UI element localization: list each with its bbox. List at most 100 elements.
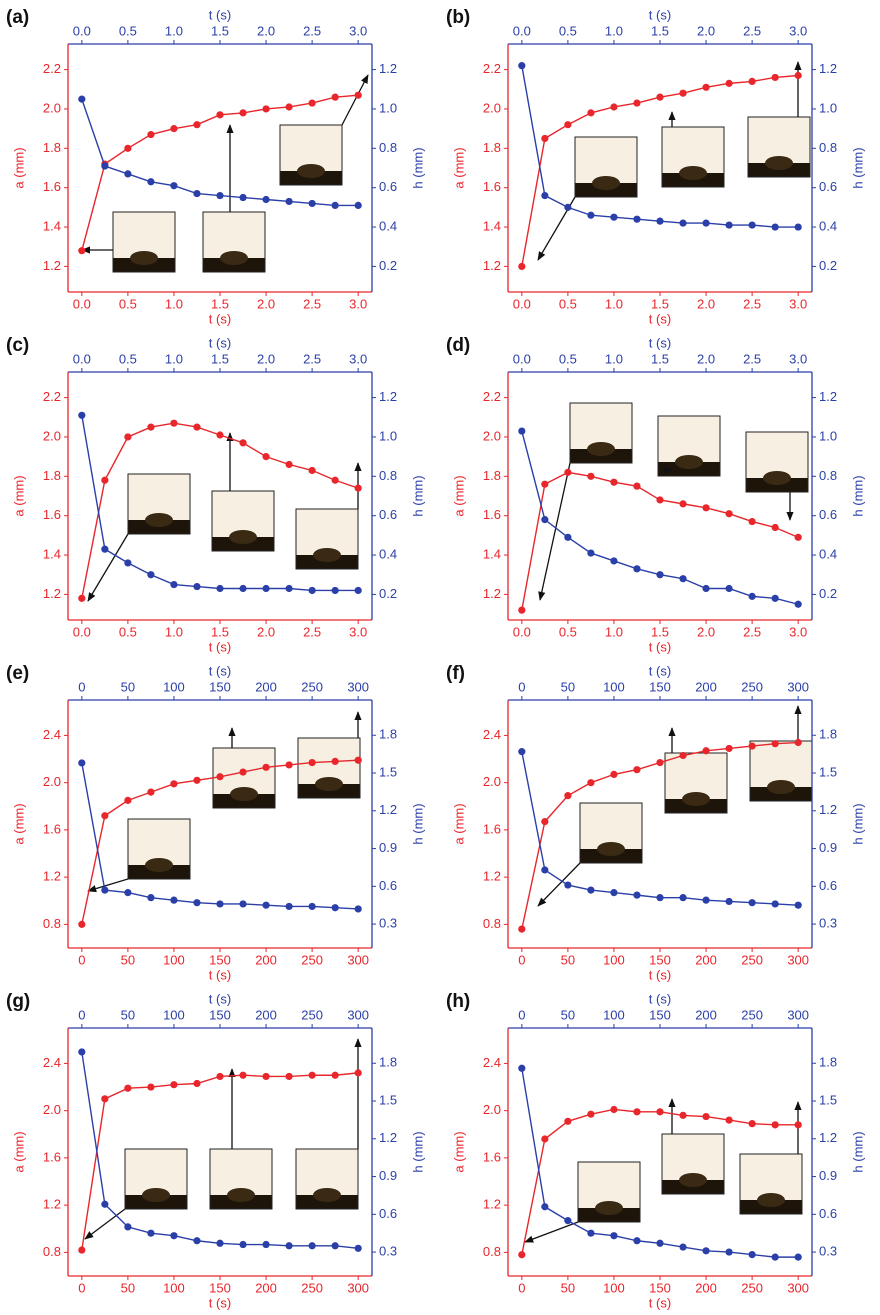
x-tick-label: 250 (741, 1280, 763, 1295)
y2-tick-label: 1.5 (819, 764, 837, 779)
data-point (170, 182, 178, 190)
x2-axis-title: t (s) (649, 7, 671, 22)
y2-tick-label: 0.8 (379, 468, 397, 483)
data-point (331, 93, 339, 101)
data-point (633, 891, 641, 899)
data-point (748, 592, 756, 600)
data-point (794, 223, 802, 231)
data-point (216, 191, 224, 200)
data-point (193, 776, 201, 784)
data-point (794, 533, 802, 541)
data-point (725, 897, 733, 906)
x2-tick-label: 0.5 (119, 351, 137, 366)
x2-tick-label: 50 (121, 679, 135, 694)
x2-tick-label: 50 (121, 1007, 135, 1022)
x2-tick-label: 100 (603, 1007, 625, 1022)
data-point (610, 1105, 618, 1114)
data-point (702, 584, 710, 593)
data-point (285, 1072, 293, 1081)
data-point (587, 779, 595, 787)
data-point (656, 496, 664, 504)
x2-tick-label: 300 (787, 679, 809, 694)
y-tick-label: 2.4 (483, 1055, 501, 1070)
x2-tick-label: 2.0 (257, 23, 275, 38)
data-point (679, 894, 687, 902)
y2-tick-label: 0.8 (819, 140, 837, 155)
data-point (702, 896, 710, 904)
x2-tick-label: 1.0 (165, 23, 183, 38)
x-tick-label: 1.5 (651, 624, 669, 639)
data-point (285, 1242, 293, 1250)
inset-droplet (592, 176, 620, 190)
y-tick-label: 1.4 (43, 218, 61, 233)
inset-droplet (142, 1188, 170, 1202)
data-point (725, 510, 733, 518)
data-point (262, 1240, 270, 1249)
data-point (170, 419, 178, 427)
data-point (354, 905, 362, 913)
x2-axis-title: t (s) (209, 663, 231, 678)
x-tick-label: 0.0 (513, 624, 531, 639)
x2-tick-label: 150 (649, 679, 671, 694)
data-point (587, 1229, 595, 1237)
data-point (354, 91, 362, 99)
data-point (702, 1112, 710, 1121)
y-tick-label: 1.8 (43, 468, 61, 483)
data-point (702, 1247, 710, 1255)
x-tick-label: 200 (695, 952, 717, 967)
x-tick-label: 100 (163, 1280, 185, 1295)
data-point (610, 213, 618, 221)
data-point (725, 221, 733, 229)
x2-tick-label: 1.0 (605, 351, 623, 366)
data-point (794, 600, 802, 608)
y-tick-label: 1.8 (483, 140, 501, 155)
y2-tick-label: 1.2 (819, 61, 837, 76)
data-point (147, 1229, 155, 1237)
y2-axis-title: h (mm) (850, 803, 865, 844)
y2-tick-label: 0.6 (379, 179, 397, 194)
y2-tick-label: 0.2 (379, 586, 397, 601)
y2-tick-label: 1.2 (819, 389, 837, 404)
y2-tick-label: 1.0 (379, 428, 397, 443)
data-point (656, 894, 664, 902)
x-tick-label: 200 (255, 1280, 277, 1295)
data-point (702, 83, 710, 91)
y2-axis-title: h (mm) (410, 1131, 425, 1172)
data-point (633, 565, 641, 573)
x-tick-label: 150 (209, 1280, 231, 1295)
x-tick-label: 1.0 (165, 624, 183, 639)
data-point (748, 221, 756, 229)
y-tick-label: 2.4 (483, 727, 501, 742)
panel: (b) 0.0 0.0 0.5 0.5 1.0 1.0 1.5 1.5 2.0 2.0 2.5 2.5 3… (446, 7, 865, 326)
data-point (78, 247, 86, 255)
data-point (101, 545, 109, 553)
data-point (633, 99, 641, 107)
data-point (354, 1069, 362, 1077)
data-point (308, 466, 316, 475)
inset-droplet (595, 1201, 623, 1215)
data-point (564, 121, 572, 129)
x-tick-label: 1.5 (651, 296, 669, 311)
data-point (262, 901, 270, 909)
inset-droplet (765, 156, 793, 170)
data-point (748, 1120, 756, 1128)
y-axis-title: a (mm) (11, 803, 26, 844)
y2-tick-label: 1.5 (379, 764, 397, 779)
x-tick-label: 0 (78, 1280, 85, 1295)
x2-tick-label: 300 (347, 1007, 369, 1022)
x-tick-label: 1.5 (211, 296, 229, 311)
x2-tick-label: 1.0 (165, 351, 183, 366)
data-point (794, 901, 802, 909)
data-point (331, 1242, 339, 1250)
y2-tick-label: 0.3 (379, 916, 397, 931)
data-point (285, 584, 293, 593)
inset-droplet (597, 842, 625, 856)
y-tick-label: 1.4 (43, 546, 61, 561)
x-tick-label: 2.0 (257, 296, 275, 311)
data-point (564, 203, 572, 211)
data-point (124, 1084, 132, 1092)
panel-label: (b) (446, 7, 470, 28)
data-point (725, 1248, 733, 1256)
x2-tick-label: 200 (695, 1007, 717, 1022)
x-tick-label: 300 (787, 952, 809, 967)
